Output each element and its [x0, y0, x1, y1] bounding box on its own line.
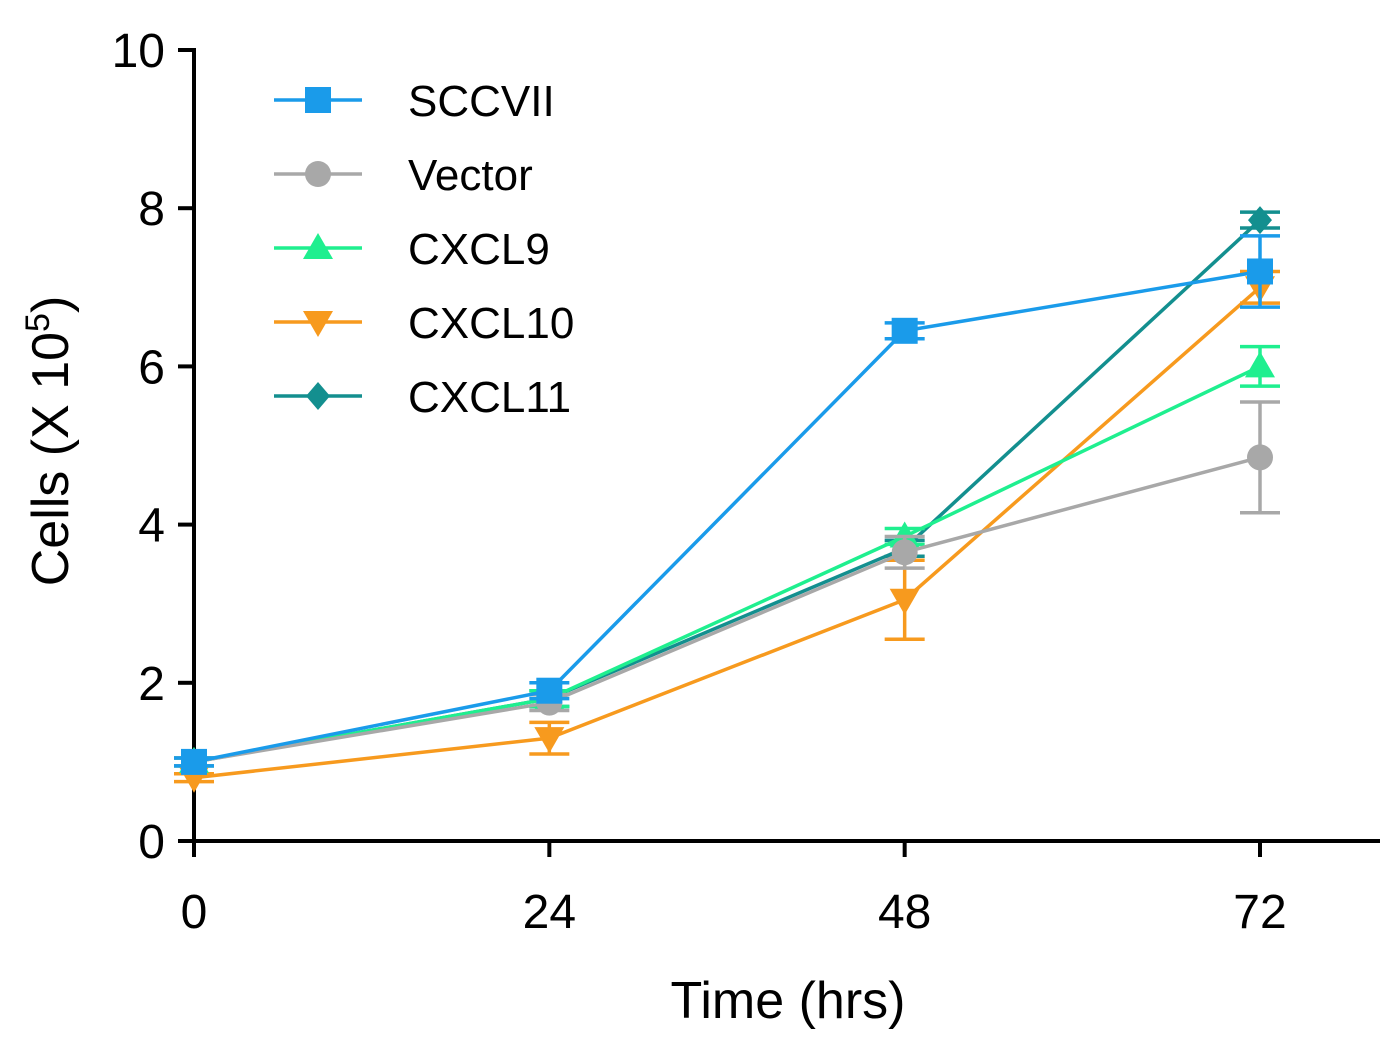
y-axis-title-exponent: 5	[19, 313, 57, 332]
axes	[192, 48, 1380, 843]
y-tick-label: 10	[112, 25, 165, 78]
series-line	[193, 269, 1261, 764]
series-sccvii	[174, 234, 1280, 775]
legend-item-cxcl11: CXCL11	[274, 373, 571, 422]
series-line	[193, 364, 1261, 764]
legend-label: CXCL10	[408, 299, 574, 348]
legend-label: CXCL9	[408, 225, 550, 274]
x-tick-label: 48	[878, 886, 931, 939]
y-axis-title: Cells (X 105)	[19, 296, 80, 587]
y-tick-label: 8	[138, 183, 165, 236]
series-line	[193, 218, 1262, 764]
data-point	[891, 539, 918, 566]
y-tick-label: 2	[138, 658, 165, 711]
data-point	[1248, 206, 1272, 235]
x-axis-title: Time (hrs)	[671, 972, 906, 1030]
legend-item-sccvii: SCCVII	[274, 77, 555, 126]
series-line	[193, 455, 1261, 764]
legend-marker	[306, 382, 330, 410]
y-axis-title-prefix: Cells (X 10	[22, 332, 80, 586]
series-cxcl9	[174, 344, 1280, 773]
series-cxcl11	[174, 206, 1280, 776]
data-point	[534, 727, 565, 754]
legend-label: Vector	[408, 151, 533, 200]
data-point	[1247, 258, 1273, 285]
data-point	[891, 317, 918, 344]
legend-marker	[305, 161, 331, 187]
x-tick-label: 72	[1233, 886, 1286, 939]
legend-item-vector: Vector	[274, 151, 533, 200]
legend-label: CXCL11	[408, 373, 571, 422]
series-line	[193, 285, 1262, 780]
data-point	[889, 588, 920, 615]
data-point	[536, 677, 563, 704]
data-point	[181, 748, 207, 775]
y-tick-label: 6	[138, 341, 165, 394]
legend-item-cxcl10: CXCL10	[274, 299, 574, 348]
legend-label: SCCVII	[408, 77, 555, 126]
legend-marker	[305, 87, 331, 113]
x-tick-label: 0	[181, 886, 208, 939]
series	[174, 206, 1280, 793]
data-point	[1245, 351, 1275, 378]
data-point	[889, 521, 920, 548]
series-cxcl10	[174, 269, 1280, 793]
y-tick-label: 0	[138, 816, 165, 869]
x-tick-label: 24	[523, 886, 576, 939]
y-tick-label: 4	[138, 500, 165, 553]
legend-marker	[303, 233, 333, 259]
legend-marker	[303, 311, 333, 337]
series-vector	[174, 400, 1280, 775]
data-point	[1247, 444, 1273, 471]
legend-item-cxcl9: CXCL9	[274, 225, 550, 274]
legend: SCCVII Vector CXCL9 CXCL10 CXCL11	[274, 77, 574, 422]
y-axis-title-suffix: )	[22, 296, 80, 313]
